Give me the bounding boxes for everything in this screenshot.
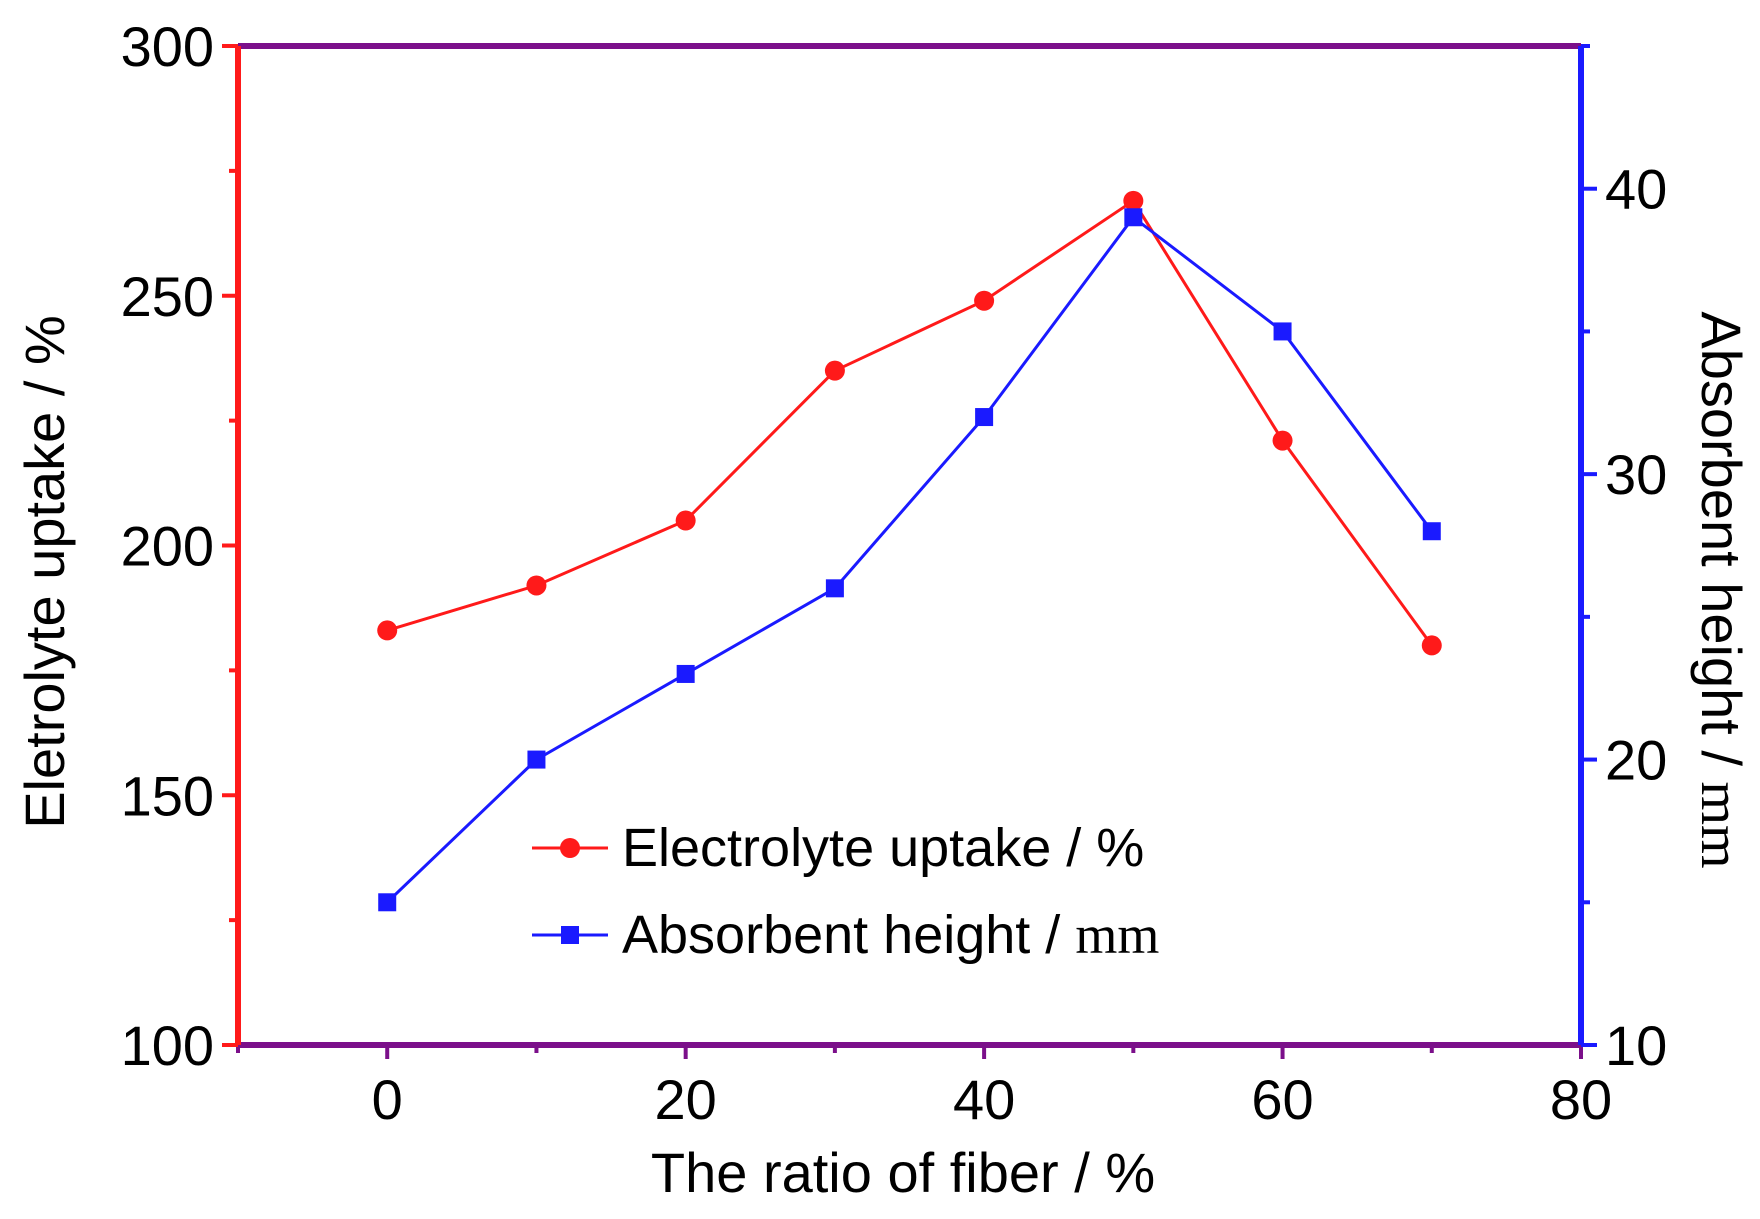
uptake-data-point bbox=[675, 510, 696, 531]
x-tick-label: 0 bbox=[372, 1068, 403, 1131]
height-data-point bbox=[1124, 208, 1143, 227]
uptake-data-point bbox=[824, 360, 845, 381]
y-right-tick-label: 40 bbox=[1605, 158, 1667, 221]
height-series-line bbox=[386, 215, 1434, 904]
legend-height-label-text: Absorbent height / bbox=[622, 905, 1075, 965]
height-data-point bbox=[676, 664, 695, 683]
uptake-data-point bbox=[526, 575, 547, 596]
axes-layer bbox=[235, 43, 1584, 1048]
legend: Electrolyte uptake / % Absorbent height … bbox=[532, 818, 1159, 965]
legend-height-label-unit: mm bbox=[1075, 905, 1159, 965]
height-data-point bbox=[825, 579, 844, 598]
tick-labels-layer: 0 20 40 60 80 100 150 200 250 300 10 20 30 40 bbox=[121, 15, 1668, 1131]
y-right-axis-title: Absorbent height / mm bbox=[1689, 311, 1753, 868]
uptake-data-point bbox=[1123, 190, 1144, 211]
x-tick-label: 80 bbox=[1550, 1068, 1612, 1131]
uptake-data-point bbox=[1421, 635, 1442, 656]
legend-uptake-marker bbox=[560, 838, 580, 858]
height-data-point bbox=[1422, 522, 1441, 541]
uptake-data-point bbox=[974, 290, 995, 311]
height-data-point bbox=[1273, 322, 1292, 341]
y-right-axis-title-unit: mm bbox=[1689, 781, 1751, 868]
y-right-tick-label: 20 bbox=[1605, 729, 1667, 792]
y-left-tick-label: 250 bbox=[121, 265, 214, 328]
height-data-point bbox=[378, 893, 397, 912]
x-tick-label: 20 bbox=[655, 1068, 717, 1131]
legend-height-label: Absorbent height / mm bbox=[622, 905, 1159, 965]
x-axis-title: The ratio of fiber / % bbox=[651, 1141, 1155, 1204]
y-right-tick-label: 10 bbox=[1605, 1014, 1667, 1077]
y-left-tick-label: 150 bbox=[121, 764, 214, 827]
uptake-data-point bbox=[1272, 430, 1293, 451]
height-data-point bbox=[975, 408, 994, 427]
y-right-tick-label: 30 bbox=[1605, 443, 1667, 506]
y-right-axis-title-text: Absorbent height / bbox=[1690, 311, 1753, 781]
y-left-tick-label: 100 bbox=[121, 1014, 214, 1077]
legend-uptake-label: Electrolyte uptake / % bbox=[622, 818, 1144, 878]
uptake-series-line bbox=[386, 198, 1434, 647]
x-tick-label: 40 bbox=[953, 1068, 1015, 1131]
legend-height-marker bbox=[561, 926, 579, 944]
series-layer bbox=[377, 190, 1442, 912]
y-left-axis-title: Eletrolyte uptake / % bbox=[13, 315, 76, 829]
y-left-tick-label: 200 bbox=[121, 515, 214, 578]
uptake-data-point bbox=[377, 620, 398, 641]
x-tick-label: 60 bbox=[1251, 1068, 1313, 1131]
height-data-point bbox=[527, 750, 546, 769]
y-left-tick-label: 300 bbox=[121, 15, 214, 78]
